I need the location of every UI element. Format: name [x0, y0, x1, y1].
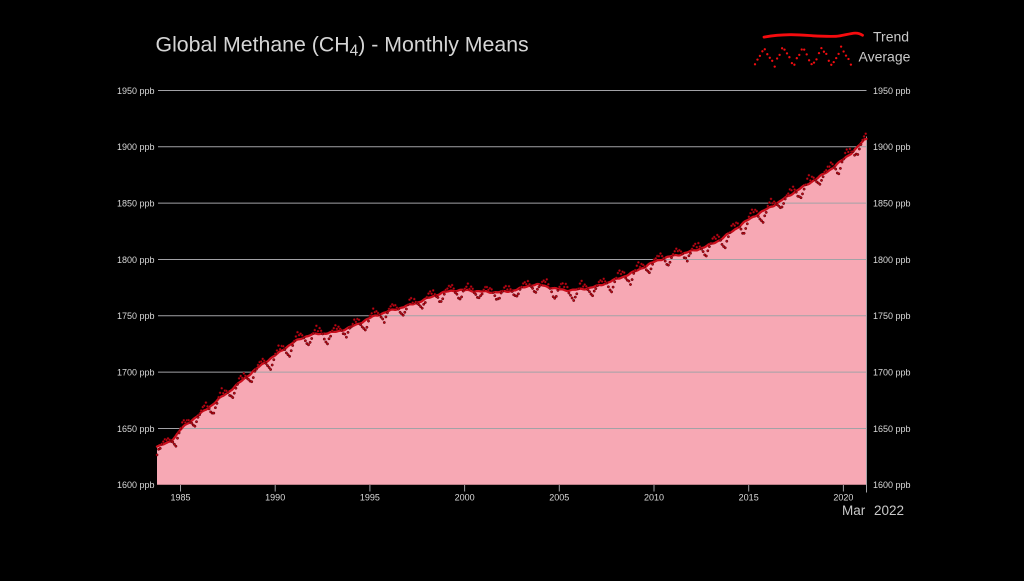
svg-text:Mar: Mar: [842, 503, 866, 518]
svg-text:1750 ppb: 1750 ppb: [873, 311, 911, 321]
svg-text:Global Methane (CH4) - Monthly: Global Methane (CH4) - Monthly Means: [156, 33, 529, 60]
svg-text:Average: Average: [859, 48, 911, 64]
svg-text:1750 ppb: 1750 ppb: [117, 311, 155, 321]
svg-text:1600 ppb: 1600 ppb: [117, 480, 155, 490]
svg-text:1850 ppb: 1850 ppb: [117, 199, 155, 209]
svg-text:2000: 2000: [455, 492, 475, 502]
svg-text:1900 ppb: 1900 ppb: [117, 142, 155, 152]
svg-text:2020: 2020: [833, 492, 853, 502]
svg-text:1985: 1985: [170, 492, 190, 502]
svg-text:2015: 2015: [739, 492, 759, 502]
svg-text:1990: 1990: [265, 492, 285, 502]
svg-text:1600 ppb: 1600 ppb: [873, 480, 911, 490]
svg-text:1900 ppb: 1900 ppb: [873, 142, 911, 152]
svg-text:2005: 2005: [549, 492, 569, 502]
svg-text:1700 ppb: 1700 ppb: [873, 368, 911, 378]
svg-text:1800 ppb: 1800 ppb: [117, 255, 155, 265]
svg-text:1950 ppb: 1950 ppb: [873, 86, 911, 96]
svg-text:Trend: Trend: [873, 28, 909, 44]
svg-text:1800 ppb: 1800 ppb: [873, 255, 911, 265]
svg-text:1650 ppb: 1650 ppb: [117, 424, 155, 434]
svg-text:1700 ppb: 1700 ppb: [117, 368, 155, 378]
svg-text:1850 ppb: 1850 ppb: [873, 199, 911, 209]
svg-text:1650 ppb: 1650 ppb: [873, 424, 911, 434]
svg-text:1995: 1995: [360, 492, 380, 502]
svg-text:2010: 2010: [644, 492, 664, 502]
svg-text:2022: 2022: [874, 503, 904, 518]
svg-text:1950 ppb: 1950 ppb: [117, 86, 155, 96]
